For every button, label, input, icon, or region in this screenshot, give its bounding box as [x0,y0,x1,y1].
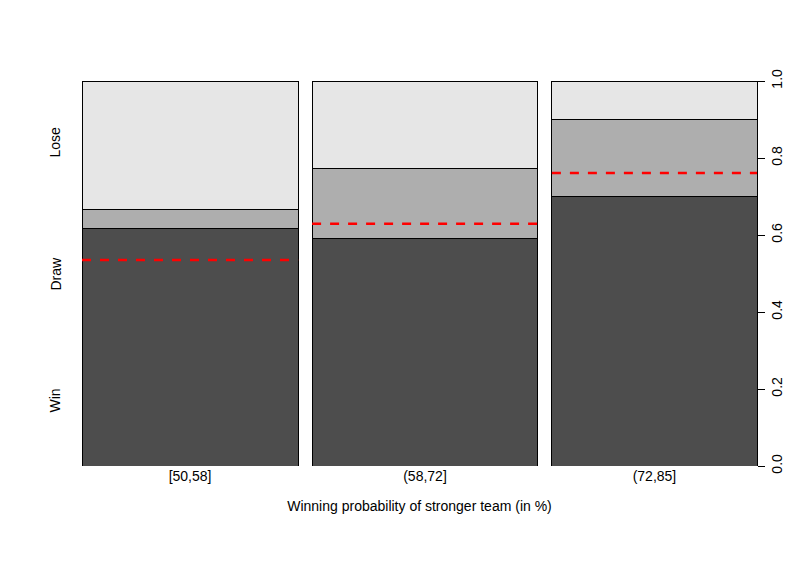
svg-text:1.0: 1.0 [769,69,785,89]
svg-text:[50,58]: [50,58] [169,468,212,484]
svg-text:0.6: 0.6 [769,223,785,243]
svg-text:0.8: 0.8 [769,146,785,166]
svg-text:0.4: 0.4 [769,300,785,320]
svg-text:(58,72]: (58,72] [403,468,447,484]
svg-text:Lose: Lose [47,127,63,158]
svg-text:Win: Win [47,388,63,412]
svg-text:0.2: 0.2 [769,377,785,397]
svg-text:0.0: 0.0 [769,454,785,474]
svg-text:Winning probability of stronge: Winning probability of stronger team (in… [287,498,552,514]
svg-text:Draw: Draw [48,257,64,291]
svg-text:(72,85]: (72,85] [633,468,677,484]
